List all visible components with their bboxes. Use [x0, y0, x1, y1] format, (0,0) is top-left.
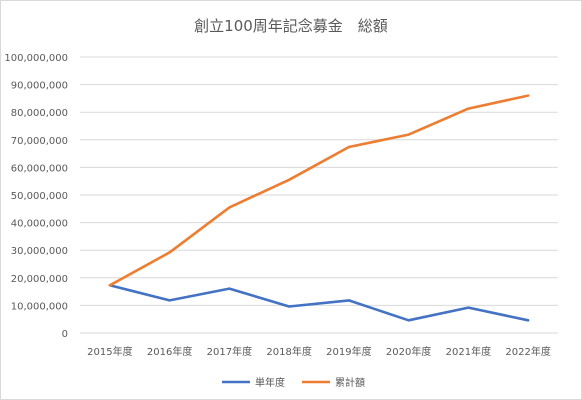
y-tick-label: 30,000,000: [11, 246, 68, 257]
gridlines: [80, 56, 558, 334]
y-tick-label: 90,000,000: [11, 81, 68, 92]
x-axis-labels: 2015年度 2016年度 2017年度 2018年度 2019年度 2020年度 2021…: [87, 345, 551, 358]
y-axis-labels: 0 10,000,000 20,000,000 30,000,000 40,000,00…: [4, 53, 68, 340]
x-tick-label: 2018年度: [266, 345, 311, 358]
x-tick-label: 2020年度: [386, 345, 431, 358]
y-tick-label: 10,000,000: [11, 301, 68, 312]
x-tick-label: 2021年度: [446, 345, 491, 358]
legend-label: 累計額: [335, 376, 365, 389]
y-tick-label: 20,000,000: [11, 274, 68, 285]
x-tick-label: 2017年度: [207, 345, 252, 358]
y-tick-label: 80,000,000: [11, 108, 68, 119]
series-lines: [108, 94, 530, 322]
series-line-単年度: [108, 283, 530, 322]
y-tick-label: 50,000,000: [11, 191, 68, 202]
y-tick-label: 100,000,000: [4, 53, 68, 64]
y-tick-label: 60,000,000: [11, 163, 68, 174]
y-tick-label: 40,000,000: [11, 219, 68, 230]
series-line-累計額: [108, 94, 530, 287]
legend-label: 単年度: [255, 376, 285, 389]
chart-title: 創立100周年記念募金 総額: [194, 17, 388, 35]
y-tick-label: 0: [62, 329, 68, 340]
x-tick-label: 2015年度: [87, 345, 132, 358]
legend: 単年度 累計額: [222, 376, 365, 389]
x-tick-label: 2022年度: [505, 345, 550, 358]
x-tick-label: 2019年度: [326, 345, 371, 358]
x-tick-label: 2016年度: [147, 345, 192, 358]
y-tick-label: 70,000,000: [11, 136, 68, 147]
